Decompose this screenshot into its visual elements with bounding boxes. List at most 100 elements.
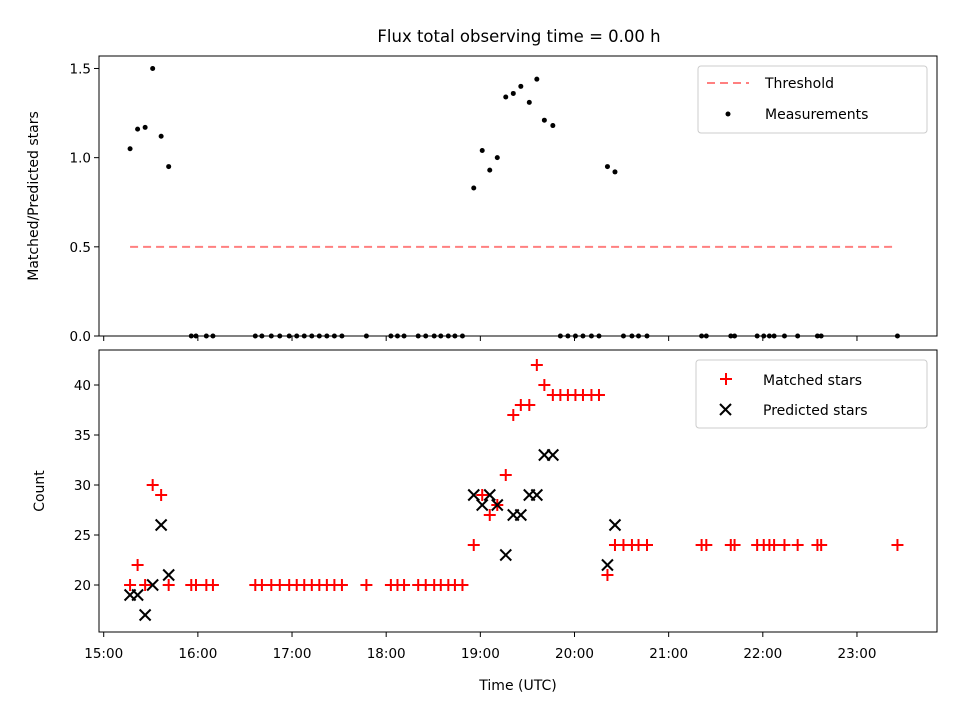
matched-stars-point [728,539,741,551]
matched-stars-point [162,579,175,591]
top-y-tick-label: 1.0 [70,151,91,167]
measurements-point [572,333,578,339]
predicted-stars-point [162,568,175,582]
measurements-point [316,333,322,339]
matched-stars-point [530,359,543,371]
measurements-point [252,333,258,339]
x-axis-label: Time (UTC) [478,678,556,694]
measurements-point [158,133,164,139]
top-y-axis-label: Matched/Predicted stars [26,111,42,281]
predicted-stars-point [499,548,512,562]
bottom-legend-box [695,359,928,429]
measurements-point [286,333,292,339]
measurements-point [754,333,760,339]
top-plot-frame [98,55,938,337]
top-x-ticks [103,336,858,341]
top-y-tick-label: 1.5 [70,61,91,77]
measurements-point [732,333,738,339]
matched-stars-point [456,579,469,591]
measurements-point [135,126,141,132]
measurements-legend-label: Measurements [765,107,868,123]
matched-stars-point [206,579,219,591]
measurements-point [596,333,602,339]
measurements-point [781,333,787,339]
bottom-y-tick-label: 25 [74,528,91,544]
matched-stars-point [139,579,152,591]
measurements-point [431,333,437,339]
measurements-point [604,164,610,170]
predicted-stars-point [483,488,496,502]
bottom-x-tick-label: 23:00 [838,646,877,662]
measurements-point [612,169,618,175]
measurements-point [510,90,516,96]
bottom-x-tick-label: 22:00 [743,646,782,662]
bottom-plot-frame [98,349,938,633]
measurements-point [301,333,307,339]
matched-stars-point [601,569,614,581]
measurements-point [518,83,524,89]
measurements-point [150,65,156,71]
matched-stars-point [467,539,480,551]
figure-title: Flux total observing time = 0.00 h [377,27,660,46]
measurements-point [309,333,315,339]
matched-stars-point [155,489,168,501]
predicted-stars-point [467,488,480,502]
bottom-x-tick-label: 19:00 [461,646,500,662]
bottom-y-tick-label: 40 [74,378,91,394]
top-data-marks [127,65,900,339]
measurements-point [580,333,586,339]
bottom-legend: Matched stars Predicted stars [695,359,928,429]
measurements-point [394,333,400,339]
bottom-x-tick-label: 18:00 [367,646,406,662]
measurements-point [331,333,337,339]
matched-stars-point [189,579,202,591]
measurements-point [415,333,421,339]
measurements-point [166,164,172,170]
measurements-point [557,333,563,339]
matched-stars-point [124,579,137,591]
matched-stars-point [483,509,496,521]
bottom-plot-panel: 20 25 30 35 40 15:00 16:00 17:00 18:00 19:00 20:0… [32,349,938,694]
measurements-point [636,333,642,339]
measurements-point [526,99,532,105]
top-y-tick-label: 0.0 [70,329,91,345]
predicted-stars-point [476,498,489,512]
measurements-point [188,333,194,339]
matched-stars-point [891,539,904,551]
bottom-y-tick-label: 35 [74,428,91,444]
top-legend-box [697,65,928,134]
measurements-point [818,333,824,339]
measurements-point [795,333,801,339]
measurements-point [259,333,265,339]
measurements-point [388,333,394,339]
bottom-y-tick-label: 20 [74,578,91,594]
bottom-y-tick-label: 30 [74,478,91,494]
measurements-point [210,333,216,339]
matched-stars-point [640,539,653,551]
bottom-x-tick-label: 16:00 [178,646,217,662]
predicted-legend-swatch [719,403,732,416]
matched-stars-point [335,579,348,591]
measurements-point [503,94,509,100]
matched-stars-point [398,579,411,591]
measurements-point [479,148,485,154]
matched-stars-point [476,489,489,501]
measurements-point [127,146,133,152]
measurements-point [339,333,345,339]
top-legend: Threshold Measurements [697,65,928,134]
predicted-stars-point [514,508,528,522]
top-plot-panel: 0.0 0.5 1.0 1.5 Matched/Predicted stars Thr… [26,55,938,345]
top-y-tick-label: 0.5 [70,240,91,256]
top-y-ticks: 0.0 0.5 1.0 1.5 [70,61,99,345]
predicted-stars-point [491,498,504,512]
measurements-point [401,333,407,339]
measurements-point [629,333,635,339]
measurements-point [452,333,458,339]
matched-stars-point [523,399,536,411]
bottom-x-tick-label: 21:00 [649,646,688,662]
predicted-stars-point [608,518,622,532]
measurements-point [814,333,820,339]
matched-stars-point [815,539,828,551]
measurements-point [494,155,500,161]
measurements-point [142,124,148,130]
